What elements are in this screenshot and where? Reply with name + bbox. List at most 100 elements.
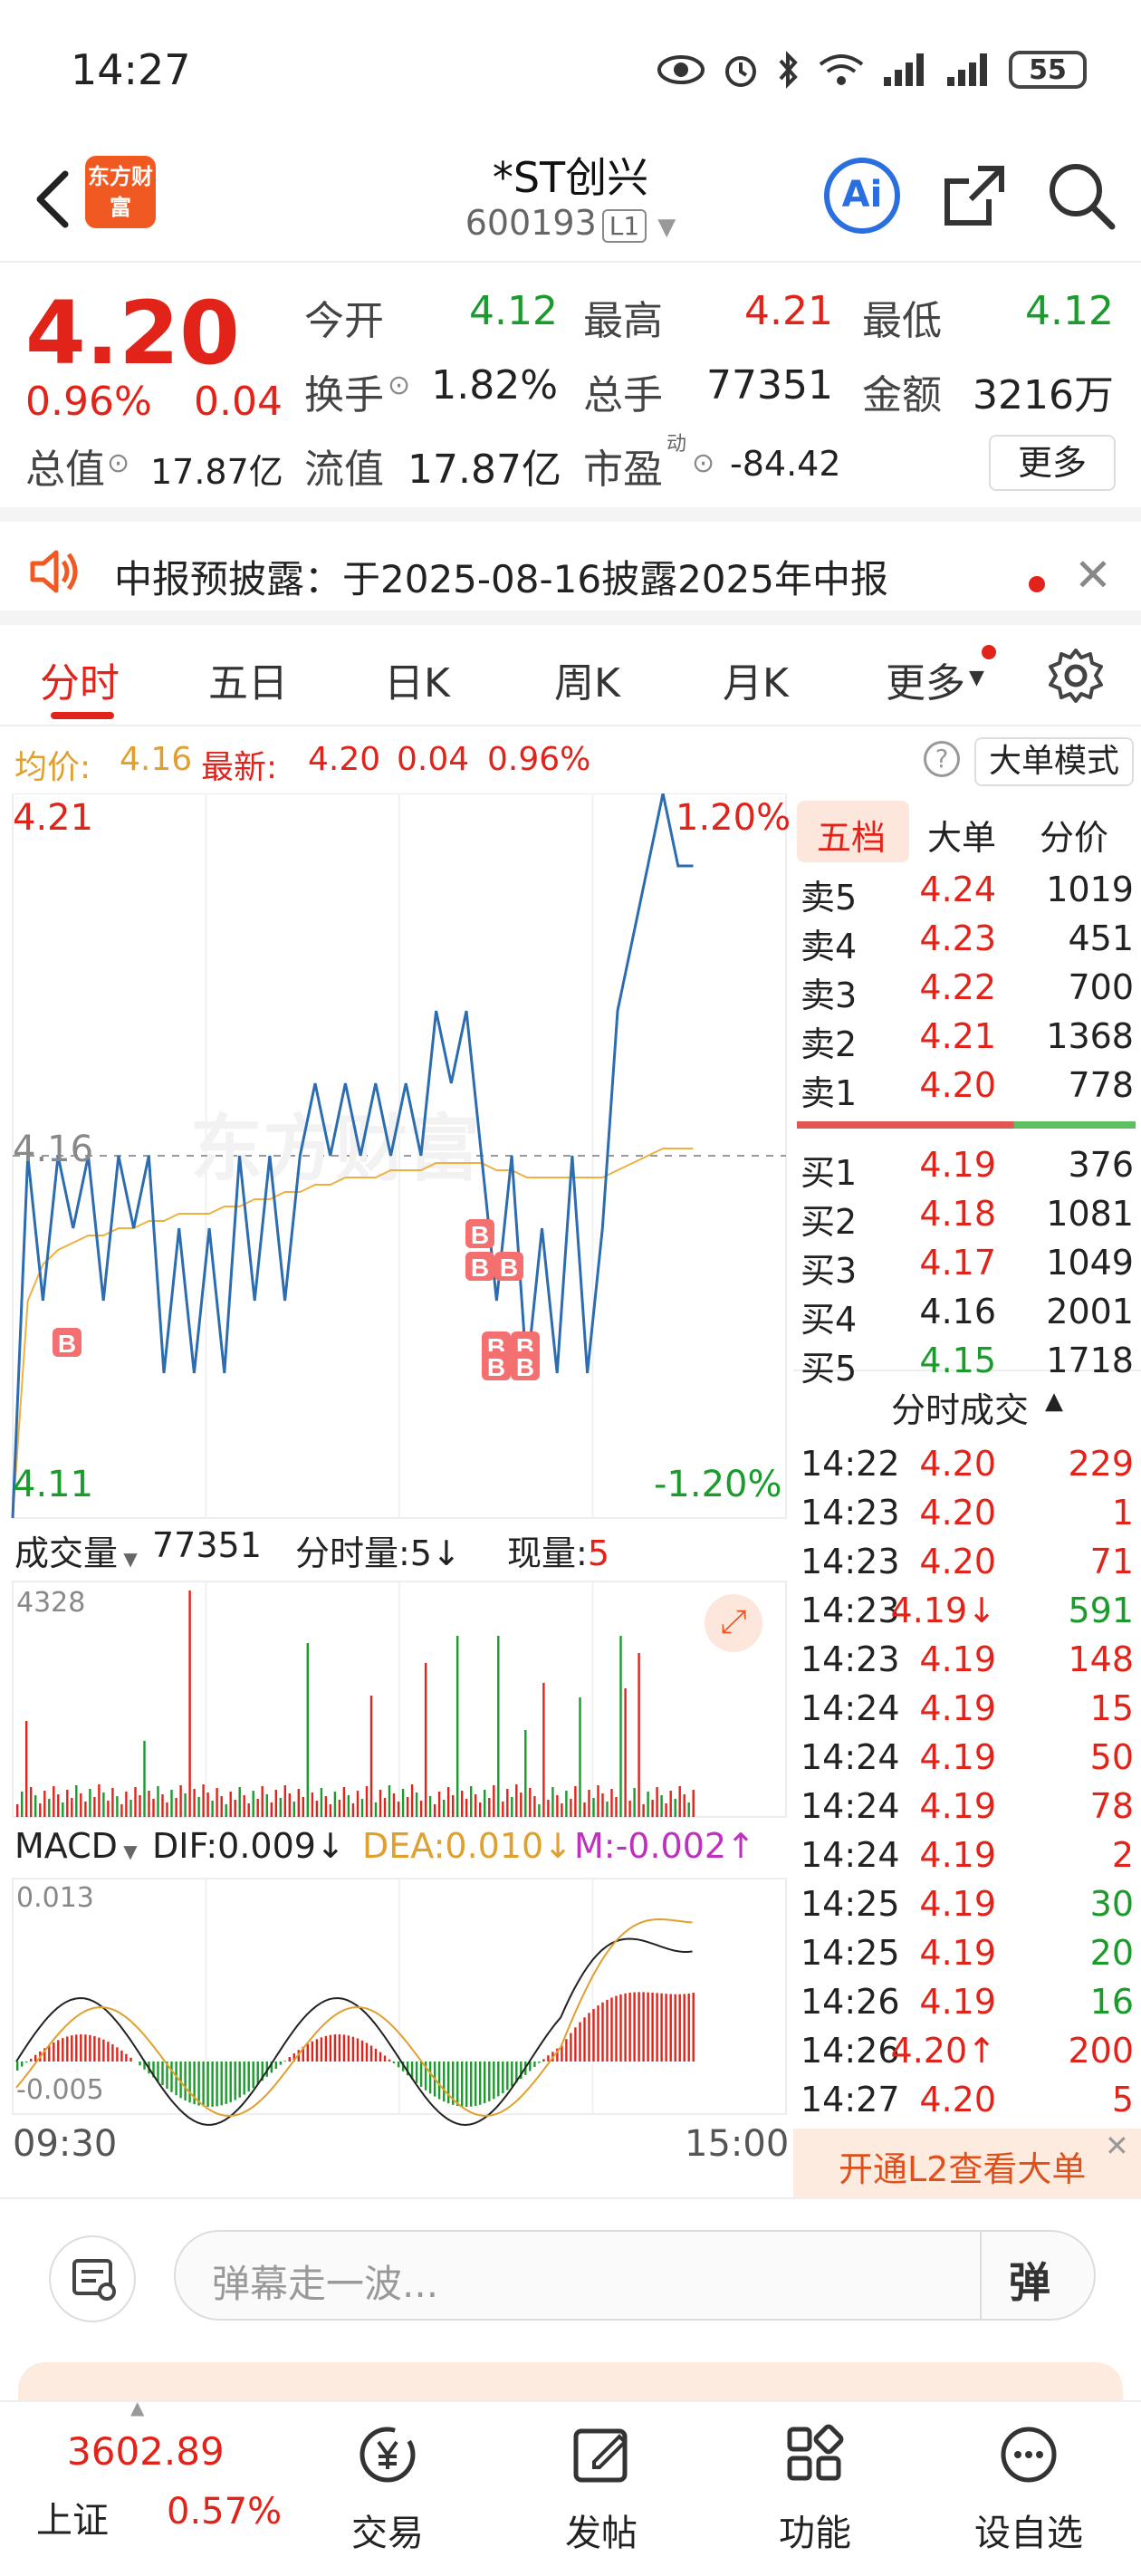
nav-features[interactable]: 功能	[724, 2418, 906, 2556]
tab-weekly-k[interactable]: 周K	[554, 660, 620, 706]
macd-bar	[270, 2062, 273, 2073]
bottom-nav: ▲ 3602.89 上证 0.57% 交易 发帖 功能 设自选	[0, 2397, 1141, 2576]
ask-row[interactable]: 卖3 4.22 700	[793, 967, 1141, 1016]
unread-dot	[982, 645, 996, 659]
share-icon[interactable]	[938, 159, 1011, 232]
macd-bar	[674, 1994, 676, 2062]
tick-row[interactable]: 14:24 4.19 2	[793, 1835, 1141, 1884]
bid-row[interactable]: 买5 4.15 1718	[793, 1341, 1141, 1389]
macd-bar	[229, 2062, 232, 2102]
tick-row-label: 14:24	[801, 1786, 900, 1826]
chart-tabs: 分时 五日 日K 周K 月K 更多 ▼	[0, 625, 1141, 726]
macd-selector[interactable]: MACD ▼	[14, 1826, 138, 1866]
yen-icon	[360, 2427, 416, 2483]
volume-bar	[397, 1802, 400, 1817]
volume-bar	[437, 1792, 441, 1817]
volume-selector[interactable]: 成交量 ▼	[14, 1525, 138, 1575]
tick-row[interactable]: 14:24 4.19 78	[793, 1786, 1141, 1835]
ask-row[interactable]: 卖2 4.21 1368	[793, 1016, 1141, 1065]
bid-row[interactable]: 买1 4.19 376	[793, 1145, 1141, 1194]
bid-row[interactable]: 买4 4.16 2001	[793, 1292, 1141, 1341]
bid-row[interactable]: 买3 4.17 1049	[793, 1243, 1141, 1292]
help-icon[interactable]: ?	[924, 741, 960, 777]
active-tab-indicator	[51, 712, 114, 719]
volume-bar	[470, 1786, 473, 1817]
ask-row-price: 4.24	[919, 870, 996, 909]
nav-watchlist[interactable]: 设自选	[938, 2418, 1119, 2556]
tab-monthly-k[interactable]: 月K	[723, 660, 789, 706]
index-pct: 0.57%	[167, 2491, 283, 2533]
macd-bar	[211, 2062, 214, 2107]
macd-bar	[687, 1993, 690, 2062]
macd-bar	[583, 2017, 586, 2062]
tick-row[interactable]: 14:26 4.19 16	[793, 1982, 1141, 2031]
tick-row-label: 14:23	[801, 1639, 900, 1679]
volume-bar	[547, 1800, 550, 1817]
tick-row[interactable]: 14:23 4.20 1	[793, 1493, 1141, 1542]
bid-row[interactable]: 买2 4.18 1081	[793, 1194, 1141, 1243]
macd-bar	[184, 2062, 187, 2100]
tab-more[interactable]: 更多	[886, 660, 965, 706]
tab-five-levels[interactable]: 五档	[817, 818, 887, 858]
nav-post[interactable]: 发帖	[511, 2418, 692, 2556]
ask-row-volume: 1019	[1046, 870, 1134, 909]
index-ticker[interactable]: ▲ 3602.89 上证 0.57%	[0, 2397, 282, 2576]
tick-row[interactable]: 14:25 4.19 30	[793, 1884, 1141, 1933]
expand-icon[interactable]: ⤢	[705, 1594, 762, 1652]
ask-row[interactable]: 卖5 4.24 1019	[793, 870, 1141, 918]
macd-bar	[379, 2052, 382, 2062]
volume-bar	[211, 1801, 214, 1817]
stock-code[interactable]: 600193 L1 ▼	[0, 203, 1141, 243]
danmu-settings-button[interactable]	[49, 2235, 136, 2322]
more-quote-button[interactable]: 更多	[989, 435, 1116, 491]
ai-assistant-button[interactable]: Ai	[824, 158, 900, 234]
volume-bar	[579, 1697, 581, 1817]
buy-marker-label: B	[487, 1353, 505, 1381]
macd-bar	[48, 2044, 51, 2062]
tab-price-distribution[interactable]: 分价	[1040, 818, 1109, 858]
ask-row-label: 卖4	[801, 927, 858, 966]
volume-bar	[351, 1803, 355, 1817]
gear-icon[interactable]	[1047, 647, 1105, 705]
close-icon[interactable]: ✕	[1074, 549, 1112, 601]
buy-marker	[465, 1252, 494, 1281]
danmu-placeholder: 弹幕走一波...	[212, 2262, 439, 2306]
ask-row[interactable]: 卖4 4.23 451	[793, 918, 1141, 967]
ticks-title[interactable]: 分时成交	[891, 1390, 1030, 1430]
tab-five-day[interactable]: 五日	[208, 660, 288, 706]
tab-daily-k[interactable]: 日K	[384, 660, 450, 706]
bid-row-label: 买2	[801, 1202, 858, 1242]
tick-row[interactable]: 14:24 4.19 50	[793, 1737, 1141, 1786]
tick-row[interactable]: 14:27 4.20 5	[793, 2080, 1141, 2129]
pencil-icon	[573, 2428, 628, 2483]
tick-row[interactable]: 14:23 4.19 148	[793, 1639, 1141, 1688]
tab-fenshi[interactable]: 分时	[40, 660, 120, 706]
macd-bar	[610, 1997, 613, 2062]
notice-banner[interactable]: 中报预披露：于2025-08-16披露2025年中报 ✕	[0, 507, 1141, 625]
stock-name: *ST创兴	[492, 153, 649, 202]
close-icon[interactable]: ✕	[1105, 2129, 1129, 2163]
tick-row[interactable]: 14:25 4.19 20	[793, 1933, 1141, 1982]
l2-prompt-bar[interactable]: 开通L2查看大单 ✕	[793, 2129, 1141, 2197]
nav-trade[interactable]: 交易	[297, 2418, 478, 2556]
tick-row[interactable]: 14:22 4.20 229	[793, 1444, 1141, 1493]
macd-bar	[461, 2062, 464, 2107]
danmu-toggle-button[interactable]: 弹	[1009, 2258, 1050, 2307]
tick-row[interactable]: 14:23 4.20 71	[793, 1542, 1141, 1591]
tick-row-price: 4.19	[919, 1933, 996, 1973]
macd-bar	[401, 2062, 405, 2071]
ask-row[interactable]: 卖1 4.20 778	[793, 1065, 1141, 1114]
tab-big-orders[interactable]: 大单	[927, 818, 997, 858]
back-arrow-icon[interactable]	[25, 163, 80, 235]
macd-bar	[374, 2048, 378, 2062]
change-value: 0.04	[194, 379, 283, 425]
tick-row[interactable]: 14:23 4.19↓ 591	[793, 1591, 1141, 1639]
volume-bar	[188, 1591, 191, 1817]
big-order-mode-button[interactable]: 大单模式	[974, 737, 1134, 786]
tick-row[interactable]: 14:24 4.19 15	[793, 1688, 1141, 1737]
tick-row[interactable]: 14:26 4.20↑ 200	[793, 2031, 1141, 2080]
search-icon[interactable]	[1043, 158, 1119, 234]
danmu-input[interactable]: 弹幕走一波... 弹	[174, 2230, 1096, 2321]
battery-indicator: 55	[1009, 51, 1087, 89]
